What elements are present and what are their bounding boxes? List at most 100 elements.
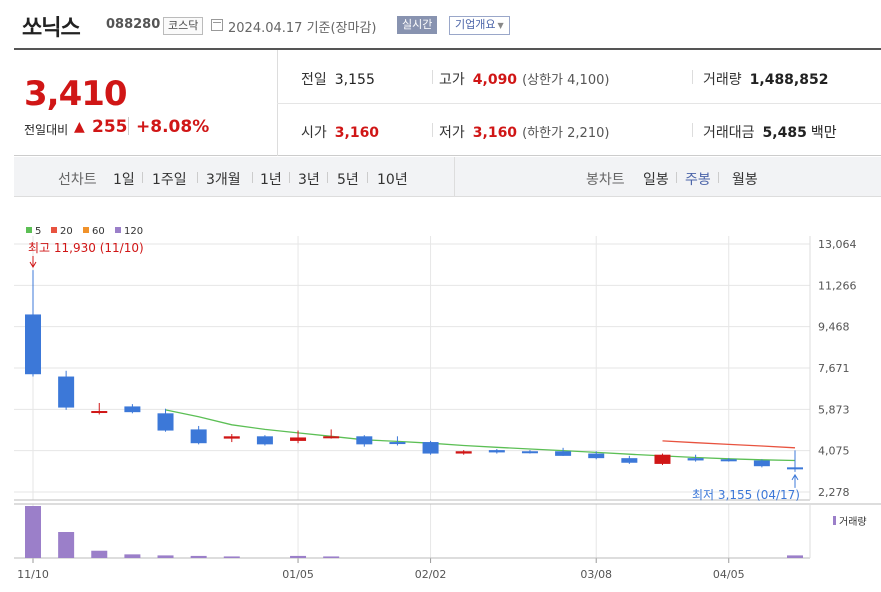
x-tick-label: 01/05 (282, 568, 314, 581)
candle-body (654, 454, 671, 464)
y-tick-label: 5,873 (818, 403, 850, 416)
toolbar-divider (454, 157, 455, 197)
volume-cell: 거래량 1,488,852 (703, 69, 828, 89)
high-label: 고가 (439, 72, 465, 88)
candle-body (687, 458, 704, 461)
candle-body (455, 451, 472, 454)
price-box: 3,410 전일대비 ▲ 255 +8.08% (14, 50, 278, 156)
low-value: 3,160 (472, 125, 518, 141)
realtime-button[interactable]: 실시간 (397, 16, 438, 34)
candle (621, 455, 638, 464)
candle (389, 436, 406, 446)
candle-body (190, 429, 207, 444)
candle (720, 458, 737, 462)
current-price: 3,410 (24, 74, 128, 114)
company-overview-button[interactable]: 기업개요 ▼ (449, 16, 510, 35)
candle-body (323, 436, 340, 439)
period-1w[interactable]: 1주일 (152, 172, 187, 188)
chevron-down-icon: ▼ (497, 21, 504, 30)
chart-toolbar: 선차트 1일 1주일 3개월 1년 3년 5년 10년 봉차트 일봉 주봉 월봉 (14, 157, 881, 197)
amount-value: 5,485 (762, 125, 807, 141)
period-3m[interactable]: 3개월 (206, 172, 241, 188)
amount-cell: 거래대금 5,485 백만 (703, 122, 837, 142)
candle-body (356, 436, 373, 445)
change-value: 255 (92, 117, 128, 137)
period-1d[interactable]: 1일 (113, 172, 135, 188)
candle-weekly[interactable]: 주봉 (685, 172, 711, 188)
candle-body (25, 314, 41, 375)
period-10y[interactable]: 10년 (377, 172, 408, 188)
prev-close-value: 3,155 (334, 72, 375, 88)
low-annotation: 최저 3,155 (04/17) (692, 488, 800, 502)
line-chart-label: 선차트 (58, 172, 97, 188)
volume-bar (124, 554, 141, 558)
stock-code: 088280 (106, 17, 161, 32)
y-tick-label: 11,266 (818, 279, 857, 292)
calendar-icon (211, 19, 223, 31)
period-5y[interactable]: 5년 (337, 172, 359, 188)
candle-body (58, 376, 75, 408)
ma20-line (662, 440, 796, 449)
change-label: 전일대비 (24, 123, 69, 137)
candle-body (555, 451, 572, 456)
candle-monthly[interactable]: 월봉 (732, 172, 758, 188)
volume-bar (190, 555, 207, 558)
y-tick-label: 4,075 (818, 445, 850, 458)
candle-daily[interactable]: 일봉 (643, 172, 669, 188)
candle (190, 425, 207, 445)
candle-body (720, 459, 737, 462)
legend-swatch (83, 227, 89, 233)
divider (252, 172, 253, 183)
divider (432, 123, 433, 137)
volume-bar (157, 555, 174, 558)
legend-label: 60 (92, 226, 105, 237)
y-tick-label: 7,671 (818, 362, 850, 375)
candle (753, 459, 770, 468)
candle (25, 270, 41, 377)
low-cell: 저가 3,160 (하한가 2,210) (439, 122, 609, 142)
volume-bar (223, 556, 240, 558)
candle-body (124, 406, 141, 413)
y-tick-label: 13,064 (818, 238, 857, 251)
legend-label: 20 (60, 226, 73, 237)
x-tick-label: 03/08 (580, 568, 612, 581)
divider (197, 172, 198, 183)
candle (124, 404, 141, 414)
candle-body (91, 411, 108, 414)
stock-name: 쏘닉스 (22, 16, 81, 41)
volume-legend-label: 거래량 (839, 516, 867, 528)
divider (432, 70, 433, 84)
high-arrow-head (29, 261, 37, 268)
candle-body (521, 451, 538, 454)
candle-body (753, 460, 770, 467)
candle-body (488, 450, 505, 453)
candle (787, 450, 803, 472)
candle-chart-label: 봉차트 (586, 172, 625, 188)
volume-bar (91, 550, 108, 558)
prev-close-label: 전일 (301, 72, 327, 88)
candle (356, 435, 373, 447)
y-tick-label: 2,278 (818, 486, 850, 499)
market-badge: 코스닥 (163, 17, 204, 35)
volume-bar (25, 506, 41, 558)
candle-body (389, 442, 406, 445)
legend-label: 5 (35, 226, 41, 237)
volume-bar (58, 532, 75, 558)
summary-row-1: 전일 3,155 고가 4,090 (상한가 4,100) 거래량 1,488,852 (277, 50, 881, 104)
stock-chart[interactable]: 5 20 60 120 13,064 11,266 9,468 7,671 5,873 4,075… (0, 200, 881, 592)
summary-row-2: 시가 3,160 저가 3,160 (하한가 2,210) 거래대금 5,485 백만 (277, 103, 881, 156)
candle (422, 440, 439, 455)
candle-body (588, 453, 605, 459)
candle (223, 434, 240, 443)
volume-bar (323, 556, 340, 558)
divider (289, 172, 290, 183)
candle (555, 447, 572, 456)
open-label: 시가 (301, 125, 327, 141)
up-arrow-icon: ▲ (74, 119, 85, 135)
volume-legend-swatch (833, 516, 836, 525)
period-3y[interactable]: 3년 (298, 172, 320, 188)
divider (718, 172, 719, 183)
candle-body (290, 437, 307, 441)
legend-label: 120 (124, 226, 143, 237)
period-1y[interactable]: 1년 (260, 172, 282, 188)
